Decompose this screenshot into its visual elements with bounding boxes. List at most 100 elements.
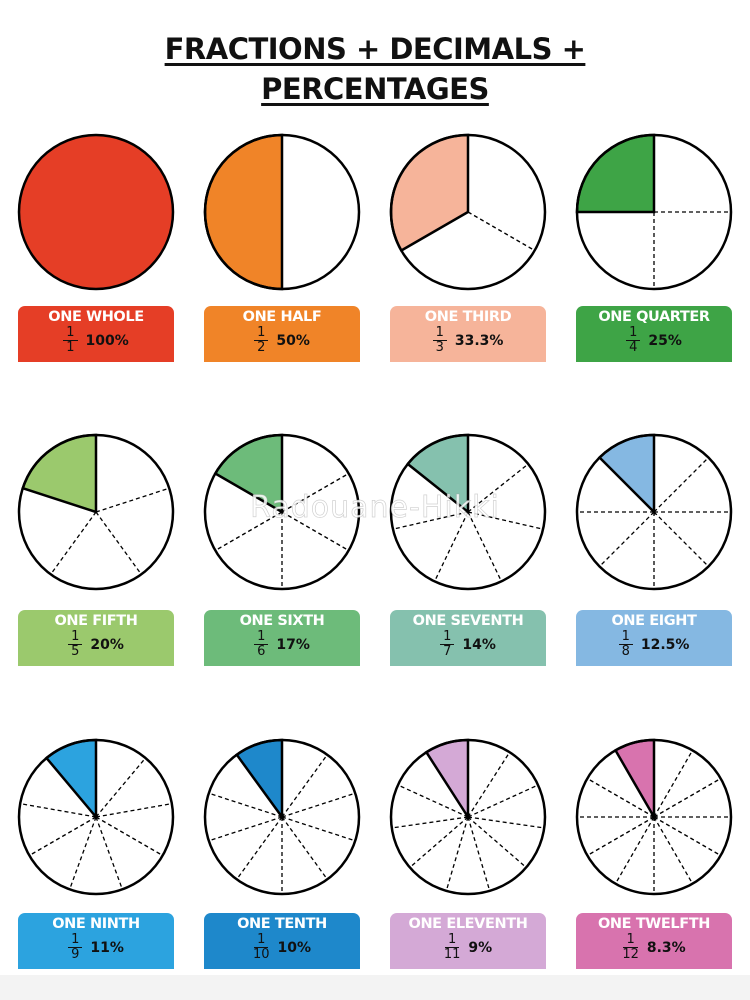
pie-divider	[653, 816, 722, 857]
numerator: 1	[68, 630, 83, 645]
fraction-name: ONE QUARTER	[598, 309, 710, 325]
denominator: 12	[622, 947, 639, 962]
fraction-values: 1 10 10%	[204, 933, 360, 962]
pie-divider	[445, 816, 469, 892]
pie-one-eleventh	[389, 738, 547, 896]
pie-divider	[20, 802, 97, 818]
percentage: 11%	[90, 939, 124, 956]
numerator: 1	[68, 933, 83, 948]
percentage: 50%	[276, 332, 310, 349]
pie-divider	[653, 457, 709, 513]
pie-one-eight	[575, 433, 733, 591]
pie-one-seventh	[389, 433, 547, 591]
fraction-label: ONE ELEVENTH 1 11 9%	[390, 913, 546, 969]
pie-divider	[50, 511, 97, 575]
pie-divider	[653, 777, 722, 818]
pie-divider	[69, 816, 97, 890]
pie-one-twelfth	[575, 738, 733, 896]
pie-divider	[467, 511, 544, 530]
pie-outline	[389, 738, 547, 896]
fraction-name: ONE HALF	[242, 309, 322, 325]
pie-outline	[17, 433, 175, 591]
pie-filled-slice	[19, 135, 173, 289]
pie-one-third	[389, 133, 547, 291]
pie-divider	[95, 816, 164, 857]
percentage: 10%	[277, 939, 312, 956]
pie-outline	[203, 133, 361, 291]
pie-divider	[467, 816, 545, 829]
pie-divider	[653, 749, 694, 818]
fraction-label: ONE TENTH 1 10 10%	[204, 913, 360, 969]
pie-one-whole	[17, 133, 175, 291]
fraction-name: ONE TWELFTH	[598, 916, 710, 932]
pie-outline	[389, 133, 547, 291]
fraction: 1 10	[253, 933, 270, 962]
pie-divider	[208, 816, 283, 842]
pie-divider	[392, 511, 469, 530]
pie-one-fifth	[17, 433, 175, 591]
poster: FRACTIONS + DECIMALS + PERCENTAGES ONE W…	[0, 0, 750, 975]
pie-divider	[467, 751, 511, 818]
pie-divider	[391, 816, 469, 829]
pie-outline	[17, 738, 175, 896]
numerator: 1	[432, 326, 447, 341]
denominator: 3	[435, 340, 444, 355]
pie-one-half	[203, 133, 361, 291]
pie-divider	[467, 816, 491, 892]
pie-divider	[467, 511, 502, 582]
pie-one-ninth	[17, 738, 175, 896]
fraction-name: ONE NINTH	[52, 916, 140, 932]
pie-outline	[203, 433, 361, 591]
percentage: 8.3%	[646, 939, 686, 956]
fraction: 1 12	[622, 933, 639, 962]
pie-divider	[397, 784, 469, 818]
pie-divider	[281, 792, 356, 818]
pie-divider	[281, 816, 356, 842]
pie-outline	[389, 433, 547, 591]
pie-divider	[614, 816, 655, 885]
pie-divider	[208, 792, 283, 818]
pie-outline	[575, 133, 733, 291]
pie-filled-slice	[203, 133, 284, 291]
denominator: 4	[629, 340, 638, 355]
pie-divider	[95, 757, 146, 818]
pie-outline	[17, 133, 175, 291]
pie-outline	[203, 738, 361, 896]
numerator: 1	[63, 326, 78, 341]
percentage: 33.3%	[454, 332, 504, 349]
pie-divider	[281, 511, 350, 552]
fraction-name: ONE WHOLE	[48, 309, 144, 325]
fraction-label: ONE TWELFTH 1 12 8.3%	[576, 913, 732, 969]
fraction: 1 11	[444, 933, 461, 962]
numerator: 1	[254, 326, 269, 341]
numerator: 1	[254, 630, 269, 645]
pie-one-quarter	[575, 133, 733, 291]
pie-divider	[434, 511, 469, 582]
pie-divider	[95, 511, 142, 575]
pie-divider	[236, 816, 283, 880]
pie-divider	[95, 802, 172, 818]
fraction-name: ONE EIGHT	[611, 613, 697, 629]
pie-divider	[95, 816, 123, 890]
percentage: 12.5%	[640, 636, 690, 653]
denominator: 6	[257, 644, 266, 659]
fraction-pies	[17, 133, 733, 896]
pie-divider	[28, 816, 97, 857]
pie-divider	[653, 511, 709, 567]
pie-outline	[575, 738, 733, 896]
